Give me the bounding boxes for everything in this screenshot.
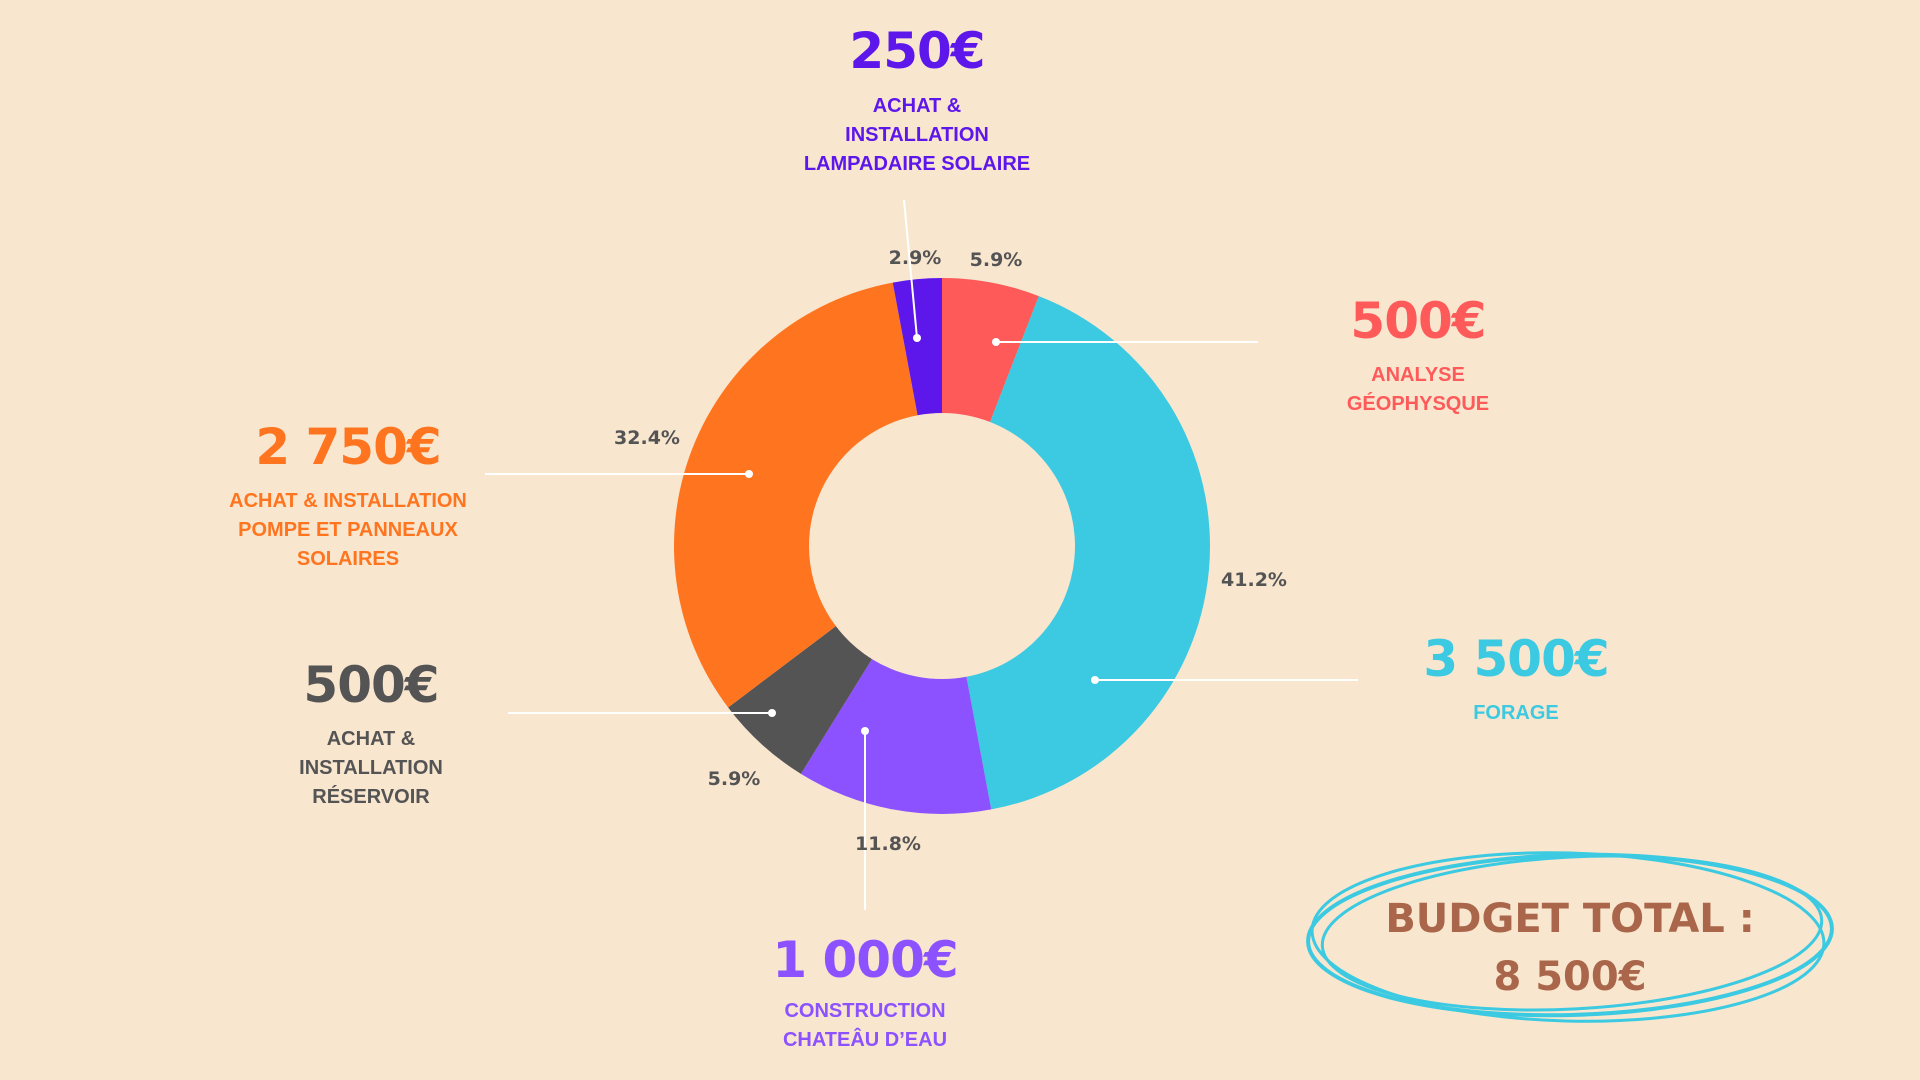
slice-reservoir: [728, 626, 872, 774]
label-reservoir: ACHAT & INSTALLATION RÉSERVOIR: [299, 728, 443, 808]
percent-label-reservoir: 5.9%: [708, 768, 761, 790]
leader-dot-chateau: [861, 727, 869, 735]
amount-reservoir: 500€: [303, 656, 439, 714]
total-ring: [1306, 851, 1834, 1023]
leader-dot-forage: [1091, 676, 1099, 684]
amount-pompe: 2 750€: [255, 418, 441, 476]
percent-label-analyse: 5.9%: [970, 249, 1023, 271]
label-forage: FORAGE: [1473, 702, 1559, 724]
percent-label-pompe: 32.4%: [614, 427, 680, 449]
percent-label-chateau: 11.8%: [855, 833, 921, 855]
amount-chateau: 1 000€: [772, 931, 958, 989]
amount-analyse: 500€: [1350, 292, 1486, 350]
budget-total: BUDGET TOTAL : 8 500€: [1385, 896, 1755, 1000]
label-chateau: CONSTRUCTION CHATEÂU D’EAU: [782, 1000, 948, 1051]
label-lampadaire: ACHAT & INSTALLATION LAMPADAIRE SOLAIRE: [803, 95, 1031, 175]
percent-label-lampadaire: 2.9%: [889, 247, 942, 269]
slice-analyse: [942, 278, 1039, 422]
slice-pompe: [674, 282, 918, 708]
slice-forage: [966, 296, 1210, 810]
label-analyse: ANALYSE GÉOPHYSQUE: [1346, 364, 1490, 415]
percent-label-forage: 41.2%: [1221, 569, 1287, 591]
slice-lampadaire: [892, 278, 942, 416]
amount-lampadaire: 250€: [849, 22, 985, 80]
leader-dot-pompe: [745, 470, 753, 478]
leader-dot-lampadaire: [913, 334, 921, 342]
amount-forage: 3 500€: [1423, 630, 1609, 688]
leader-dot-reservoir: [768, 709, 776, 717]
leader-line-lampadaire: [903, 199, 918, 339]
label-pompe: ACHAT & INSTALLATION POMPE ET PANNEAUX S…: [229, 490, 467, 570]
leader-dot-analyse: [992, 338, 1000, 346]
slice-chateau: [800, 659, 992, 814]
